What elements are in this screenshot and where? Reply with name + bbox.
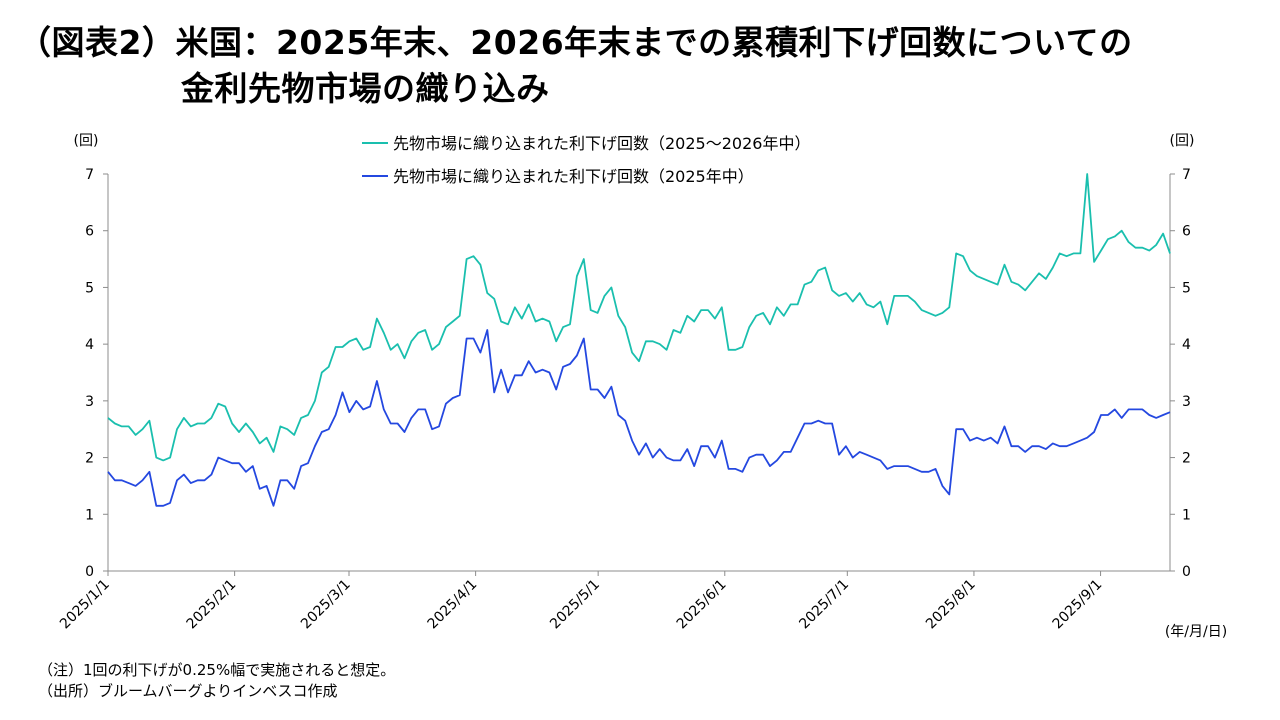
left-y-tick-label: 3 bbox=[85, 394, 94, 410]
series-layer bbox=[107, 173, 1171, 507]
x-tick-label: 2025/6/1 bbox=[674, 577, 730, 633]
left-y-tick-label: 1 bbox=[85, 507, 94, 523]
title-line-2: 金利先物市場の織り込み bbox=[181, 69, 550, 108]
source-text: （出所）ブルームバーグよりインベスコ作成 bbox=[38, 682, 338, 700]
chart-title: （図表2）米国：2025年末、2026年末までの累積利下げ回数についての 金利先… bbox=[18, 20, 1258, 112]
left-y-tick-label: 2 bbox=[85, 451, 94, 467]
x-tick-label: 2025/7/1 bbox=[796, 577, 852, 633]
left-y-tick-label: 5 bbox=[85, 280, 94, 296]
axes: 0 0 1 1 2 2 3 3 4 4 5 5 6 6 7 7 2025/1/1 2025/2/1 2025/3/1… bbox=[57, 167, 1191, 632]
left-y-tick-label: 0 bbox=[85, 564, 94, 580]
x-tick-label: 2025/9/1 bbox=[1050, 577, 1106, 633]
left-y-tick-label: 7 bbox=[85, 167, 94, 183]
legend-label-teal: 先物市場に織り込まれた利下げ回数（2025～2026年中） bbox=[393, 134, 810, 153]
legend-label-blue: 先物市場に織り込まれた利下げ回数（2025年中） bbox=[393, 167, 754, 186]
x-axis-unit: (年/月/日) bbox=[1165, 624, 1227, 640]
right-y-tick-label: 2 bbox=[1182, 451, 1191, 467]
series-line-2025 bbox=[107, 329, 1171, 507]
x-tick-label: 2025/1/1 bbox=[57, 577, 113, 633]
right-y-tick-label: 0 bbox=[1182, 564, 1191, 580]
left-y-tick-label: 4 bbox=[85, 337, 94, 353]
right-axis-unit: (回) bbox=[1170, 133, 1195, 149]
x-tick-label: 2025/5/1 bbox=[547, 577, 603, 633]
x-tick-label: 2025/2/1 bbox=[184, 577, 240, 633]
right-y-tick-label: 6 bbox=[1182, 224, 1191, 240]
left-axis-unit: (回) bbox=[74, 133, 99, 149]
right-y-tick-label: 3 bbox=[1182, 394, 1191, 410]
footnotes: （注）1回の利下げが0.25%幅で実施されると想定。 （出所）ブルームバーグより… bbox=[38, 660, 395, 702]
series-line-2025-2026 bbox=[107, 173, 1171, 462]
x-tick-label: 2025/8/1 bbox=[923, 577, 979, 633]
note-text: （注）1回の利下げが0.25%幅で実施されると想定。 bbox=[38, 661, 396, 679]
x-tick-label: 2025/4/1 bbox=[425, 577, 481, 633]
left-y-tick-label: 6 bbox=[85, 224, 94, 240]
right-y-tick-label: 7 bbox=[1182, 167, 1191, 183]
legend: 先物市場に織り込まれた利下げ回数（2025～2026年中） 先物市場に織り込まれ… bbox=[362, 134, 810, 186]
right-y-tick-label: 5 bbox=[1182, 280, 1191, 296]
x-tick-label: 2025/3/1 bbox=[298, 577, 354, 633]
right-y-tick-label: 4 bbox=[1182, 337, 1191, 353]
right-y-tick-label: 1 bbox=[1182, 507, 1191, 523]
title-line-1: （図表2）米国：2025年末、2026年末までの累積利下げ回数についての bbox=[18, 23, 1133, 62]
